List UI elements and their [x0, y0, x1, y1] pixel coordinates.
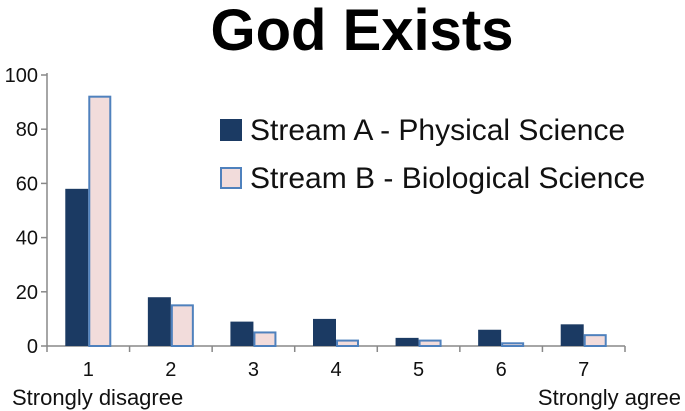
bar-series-2-cat-4: [336, 339, 359, 347]
bar-series-2-cat-2: [170, 304, 194, 348]
y-tick-label: 60: [16, 173, 38, 195]
bar-series-2-cat-7: [583, 334, 607, 348]
bar-series-1-cat-4: [313, 318, 336, 346]
x-tick-label: 4: [330, 359, 341, 381]
bar-series-2-cat-6: [501, 342, 525, 348]
y-tick-label: 40: [16, 228, 38, 250]
scale-label-right: Strongly agree: [538, 385, 681, 410]
bar-series-1-cat-5: [395, 337, 419, 346]
bar-series-2-cat-5: [418, 339, 442, 347]
legend-swatch-stream-b: [220, 167, 242, 189]
bar-series-1-cat-6: [478, 329, 502, 346]
scale-label-left: Strongly disagree: [12, 385, 183, 410]
legend-label-stream-b: Stream B - Biological Science: [250, 162, 645, 195]
x-tick-label: 2: [165, 359, 176, 381]
y-tick-label: 80: [16, 119, 38, 141]
legend-label-stream-a: Stream A - Physical Science: [250, 114, 625, 147]
x-tick-label: 5: [413, 359, 424, 381]
x-tick-label: 3: [248, 359, 259, 381]
y-tick-labels: 0 20 40 60 80 100: [5, 65, 38, 358]
bar-series-1-cat-7: [560, 324, 584, 346]
legend-swatch-stream-a: [220, 119, 242, 141]
x-tick-label: 1: [83, 359, 94, 381]
bar-series-1-cat-1: [65, 188, 89, 346]
bars: [65, 95, 607, 348]
legend: Stream A - Physical Science Stream B - B…: [220, 114, 645, 195]
x-tick-label: 7: [578, 359, 589, 381]
bar-series-1-cat-3: [230, 321, 254, 346]
bar-series-2-cat-3: [253, 331, 277, 348]
bar-series-2-cat-1: [88, 95, 112, 348]
bar-series-1-cat-2: [147, 297, 171, 346]
y-tick-label: 0: [27, 336, 38, 358]
chart-title: God Exists: [211, 0, 514, 63]
y-tick-label: 100: [5, 65, 38, 87]
y-tick-label: 20: [16, 282, 38, 304]
x-tick-labels: 1 2 3 4 5 6 7: [83, 359, 590, 381]
x-tick-label: 6: [496, 359, 507, 381]
